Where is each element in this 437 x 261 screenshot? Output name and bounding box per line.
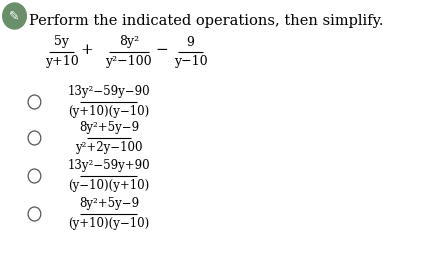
Text: (y−10)(y+10): (y−10)(y+10) — [68, 180, 149, 193]
Circle shape — [3, 3, 26, 29]
Text: 8y²+5y−9: 8y²+5y−9 — [79, 198, 139, 211]
Text: (y+10)(y−10): (y+10)(y−10) — [68, 217, 149, 230]
Text: +: + — [81, 43, 94, 57]
Text: y−10: y−10 — [173, 56, 207, 68]
Text: −: − — [155, 43, 168, 57]
Text: 8y²: 8y² — [119, 35, 139, 49]
Text: y²−100: y²−100 — [105, 56, 152, 68]
Text: 13y²−59y+90: 13y²−59y+90 — [68, 159, 150, 173]
Text: y+10: y+10 — [45, 56, 79, 68]
Text: 9: 9 — [187, 35, 194, 49]
Text: y²+2y−100: y²+2y−100 — [75, 141, 142, 155]
Text: 13y²−59y−90: 13y²−59y−90 — [68, 86, 150, 98]
Text: (y+10)(y−10): (y+10)(y−10) — [68, 105, 149, 118]
Text: 8y²+5y−9: 8y²+5y−9 — [79, 122, 139, 134]
Text: Perform the indicated operations, then simplify.: Perform the indicated operations, then s… — [29, 14, 384, 28]
Text: 5y: 5y — [54, 35, 69, 49]
Text: ✎: ✎ — [9, 9, 20, 22]
